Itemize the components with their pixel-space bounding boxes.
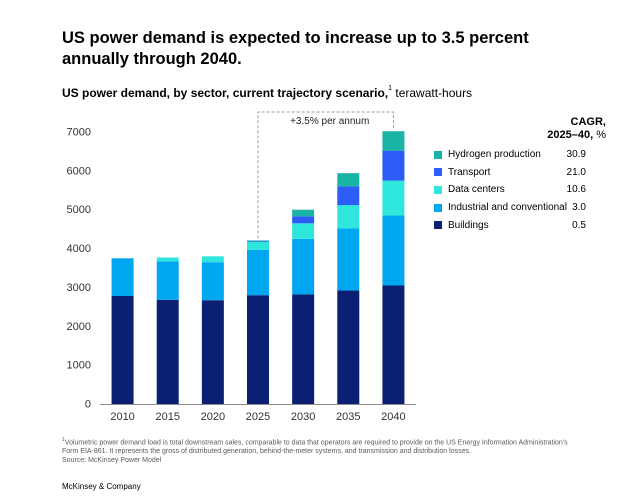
bar-segment-hydrogen-production — [292, 210, 314, 217]
y-tick-label: 5000 — [67, 204, 91, 216]
legend-swatch — [434, 204, 442, 212]
legend-cagr-value: 21.0 — [546, 167, 606, 178]
y-tick-label: 4000 — [67, 243, 91, 255]
legend-item: Buildings 0.5 — [434, 216, 606, 234]
legend-label: Transport — [448, 167, 546, 178]
bar-segment-industrial-and-conventional — [292, 239, 314, 295]
bar-segment-industrial-and-conventional — [382, 216, 404, 286]
x-tick-label: 2025 — [246, 411, 270, 423]
legend-swatch — [434, 221, 442, 229]
bar-segment-hydrogen-production — [337, 173, 359, 186]
legend-cagr-value: 0.5 — [546, 220, 606, 231]
x-tick-label: 2035 — [336, 411, 360, 423]
x-tick-label: 2040 — [381, 411, 405, 423]
y-tick-label: 1000 — [67, 360, 91, 372]
legend-cagr-value: 30.9 — [546, 149, 606, 160]
bar-segment-data-centers — [157, 258, 179, 262]
y-tick-label: 0 — [85, 399, 91, 411]
y-tick-label: 3000 — [67, 282, 91, 294]
footnote-text: Volumetric power demand load is total do… — [62, 439, 568, 455]
bar-segment-industrial-and-conventional — [112, 258, 134, 296]
brand-logo-text: McKinsey & Company — [62, 482, 141, 491]
bar-segment-hydrogen-production — [382, 131, 404, 150]
bar-segment-data-centers — [382, 181, 404, 216]
bar-segment-buildings — [247, 295, 269, 404]
bar-segment-buildings — [157, 300, 179, 404]
bar-segment-hydrogen-production — [247, 240, 269, 241]
legend-item: Transport 21.0 — [434, 164, 606, 182]
legend-label: Buildings — [448, 220, 546, 231]
footnote: 1Volumetric power demand load is total d… — [62, 436, 582, 465]
y-tick-label: 2000 — [67, 321, 91, 333]
y-tick-label: 6000 — [67, 165, 91, 177]
legend-item: Hydrogen production 30.9 — [434, 146, 606, 164]
bar-segment-buildings — [337, 291, 359, 404]
cagr-header-unit: % — [596, 129, 606, 141]
legend-swatch — [434, 186, 442, 194]
x-tick-label: 2020 — [201, 411, 225, 423]
bar-segment-industrial-and-conventional — [247, 250, 269, 295]
legend: Hydrogen production 30.9 Transport 21.0 … — [434, 146, 606, 234]
bar-segment-industrial-and-conventional — [337, 228, 359, 290]
growth-bracket — [258, 112, 393, 238]
bar-segment-buildings — [382, 285, 404, 404]
bar-segment-industrial-and-conventional — [202, 262, 224, 300]
x-tick-label: 2015 — [155, 411, 179, 423]
bar-segment-data-centers — [292, 223, 314, 239]
cagr-header-line1: CAGR, — [571, 116, 606, 128]
legend-label: Data centers — [448, 184, 546, 195]
bar-segment-buildings — [292, 294, 314, 404]
bar-segment-data-centers — [337, 205, 359, 228]
legend-item: Industrial and conventional 3.0 — [434, 199, 606, 217]
bar-segment-transport — [247, 241, 269, 242]
legend-swatch — [434, 151, 442, 159]
bar-segment-transport — [292, 216, 314, 223]
bar-segment-transport — [382, 151, 404, 181]
bar-segment-industrial-and-conventional — [157, 261, 179, 299]
legend-label: Hydrogen production — [448, 149, 546, 160]
source-note: Source: McKinsey Power Model — [62, 457, 161, 464]
legend-cagr-value: 3.0 — [567, 202, 606, 213]
bar-segment-buildings — [202, 300, 224, 404]
legend-cagr-value: 10.6 — [546, 184, 606, 195]
y-tick-label: 7000 — [67, 127, 91, 139]
legend-item: Data centers 10.6 — [434, 181, 606, 199]
stacked-bar-chart: 0 1000 2000 3000 4000 5000 6000 7000 2010 2015 202… — [0, 0, 636, 500]
bar-segment-buildings — [112, 296, 134, 404]
bar-segment-data-centers — [247, 242, 269, 250]
legend-swatch — [434, 168, 442, 176]
bar-segment-data-centers — [202, 256, 224, 262]
cagr-header: CAGR, 2025–40, % — [540, 116, 606, 142]
growth-annotation: +3.5% per annum — [290, 116, 369, 127]
legend-label: Industrial and conventional — [448, 202, 567, 213]
x-tick-label: 2010 — [110, 411, 134, 423]
bar-segment-transport — [337, 186, 359, 205]
cagr-header-line2: 2025–40, — [547, 129, 593, 141]
x-tick-label: 2030 — [291, 411, 315, 423]
